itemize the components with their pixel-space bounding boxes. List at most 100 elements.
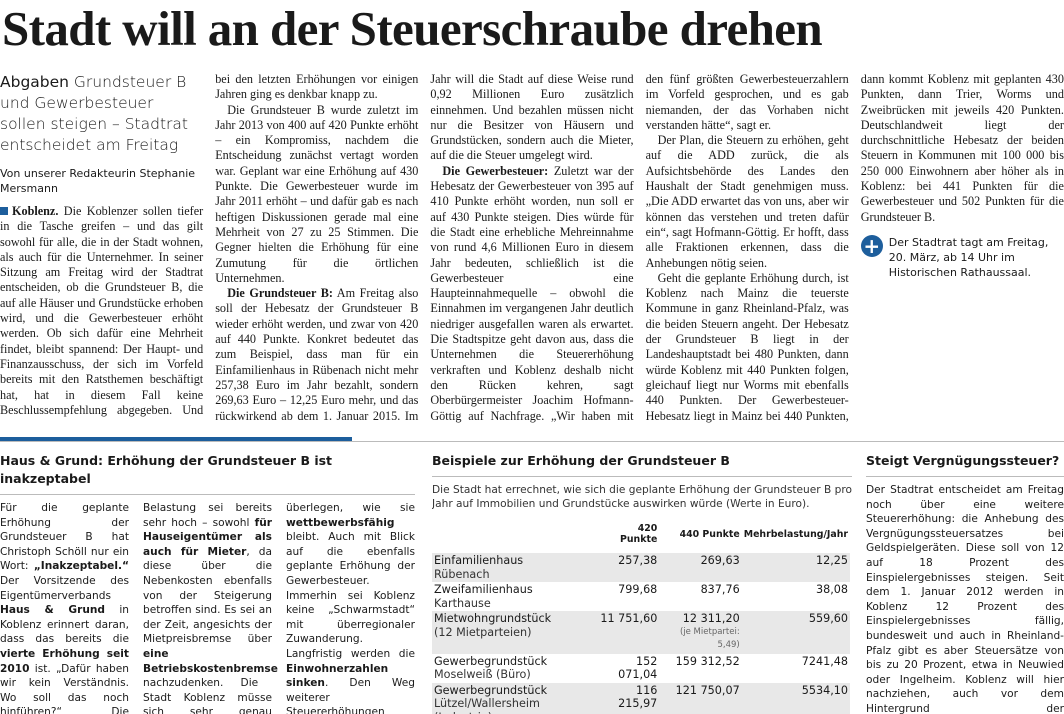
paragraph: Der Plan, die Steuern zu erhöhen, geht a… — [646, 133, 849, 271]
row-label: Einfamilienhaus — [434, 554, 524, 567]
text-run: Die Grundsteuer B wurde zuletzt im Jahr … — [215, 102, 419, 285]
bold-run: für Hauseigentümer als auch für Mieter — [143, 516, 272, 558]
row-label: Gewerbegrundstück — [434, 683, 548, 697]
cell-note: (je Mietpartei: 5,49) — [679, 626, 740, 651]
text-run: Der Vorsitzende des Eigentümerverbands — [0, 574, 129, 602]
sidebar-title: Haus & Grund: Erhöhung der Grundsteuer B… — [0, 452, 415, 495]
sidebar-body: Der Stadtrat entscheidet am Freitag noch… — [866, 483, 1064, 714]
paragraph: Die Grundsteuer B wurde zuletzt im Jahr … — [215, 103, 418, 287]
bold-run: wettbewerbsfähig — [286, 516, 395, 529]
cell-value: 12 311,20 — [682, 612, 740, 625]
text-run: Zuletzt war der Hebesatz der Gewerbesteu… — [430, 72, 849, 423]
text-run: ist. „Dafür haben wir kein Verständnis. … — [0, 502, 272, 714]
table-row: Zweifamilienhaus Karthause 799,68 837,76 38,… — [432, 582, 850, 611]
label-cell: Gewerbegrundstück Moselweiß (Büro) — [432, 654, 595, 683]
cell-value: 837,76 — [700, 583, 740, 596]
byline: Von unserer Redakteurin Stephanie Mersma… — [0, 167, 196, 195]
value-cell: 12 311,20 (je Mietpartei: 5,49) — [659, 611, 742, 654]
cell-value: 7241,48 — [801, 654, 848, 668]
row-sublabel: (12 Mietparteien) — [434, 625, 532, 639]
table: 420 Punkte 440 Punkte Mehrbelastung/Jahr Ei… — [432, 517, 850, 714]
value-cell: 837,76 — [659, 582, 741, 611]
table-row: Mietwohngrundstück (12 Mietparteien) 11 75… — [432, 611, 850, 654]
row-sublabel: Karthause — [434, 596, 491, 610]
value-cell: 121 750,07 — [659, 682, 742, 714]
paragraph: Geht die geplante Erhöhung durch, ist Ko… — [646, 72, 1064, 434]
cell-value: 121 750,07 — [675, 683, 740, 697]
row-sublabel: Moselweiß (Büro) — [434, 668, 531, 681]
cell-value: 12,25 — [815, 554, 848, 567]
table-intro: Die Stadt hat errechnet, wie sich die ge… — [432, 484, 852, 510]
info-box: + Der Stadtrat tagt am Freitag, 20. März,… — [860, 234, 1064, 280]
text-run: bleibt. Auch mit Blick auf die ebenfalls… — [286, 531, 415, 660]
cell-value: 269,63 — [700, 554, 740, 567]
row-label: Gewerbegrundstück — [434, 654, 548, 668]
text-run: Geht die geplante Erhöhung durch, ist Ko… — [645, 72, 1064, 423]
sidebar-body: Für die geplante Erhöhung der Grundsteue… — [0, 501, 415, 714]
subhead: Abgaben Grundsteuer B und Gewerbesteuer … — [0, 72, 203, 156]
paragraph: Die Grundsteuer B: Am Freitag also soll … — [215, 72, 633, 434]
cell-value: 159 312,52 — [675, 654, 740, 668]
row-sublabel: Lützel/Wallersheim (Industrie) — [434, 697, 540, 714]
paragraph: Der Stadtrat entscheidet am Freitag noch… — [866, 483, 1064, 714]
cell-value: 38,08 — [815, 583, 848, 596]
bold-run: „Inakzeptabel.“ — [33, 560, 129, 573]
bold-run: Haus & Grund — [0, 604, 105, 617]
cell-value: 257,38 — [618, 554, 658, 567]
sidebar-title: Steigt Vergnügungssteuer? — [866, 452, 1064, 477]
bold-run: Einwohnerzahlen sinken — [286, 662, 389, 690]
text-run: , da diese über die Nebenkosten ebenfall… — [143, 545, 272, 646]
sidebar-left: Haus & Grund: Erhöhung der Grundsteuer B… — [0, 452, 415, 714]
table-row: Einfamilienhaus Rübenach 257,38 269,63 12,25 — [432, 553, 850, 582]
cell-value: 559,60 — [808, 612, 848, 625]
value-cell: 7241,48 — [742, 654, 850, 683]
bold-run: vierte Erhöhung seit 2010 — [0, 647, 129, 675]
text-run: nachzudenken. Die Stadt Koblenz müsse si… — [143, 502, 415, 714]
value-cell: 269,63 — [659, 553, 742, 582]
headline: Stadt will an der Steuerschraube drehen — [2, 1, 823, 56]
text-run: Für die geplante Erhöhung der Grundsteue… — [0, 502, 129, 573]
text-run: Am Freitag also soll der Hebesatz der Gr… — [215, 72, 634, 423]
paragraph: Koblenz. Die Koblenzer sollen tiefer in … — [0, 72, 418, 434]
text-run: Der Plan, die Steuern zu erhöhen, geht a… — [645, 133, 849, 270]
value-cell: 116 215,97 — [595, 682, 660, 714]
accent-bar — [0, 437, 352, 441]
cell-value: 799,68 — [618, 583, 658, 596]
row-label: Zweifamilienhaus — [434, 583, 533, 596]
value-cell: 257,38 — [595, 553, 660, 582]
table-title: Beispiele zur Erhöhung der Grundsteuer B — [432, 452, 852, 477]
sidebar-right: Steigt Vergnügungssteuer? Der Stadtrat e… — [866, 452, 1064, 714]
paragraph: Für die geplante Erhöhung der Grundsteue… — [0, 501, 415, 714]
value-cell: 799,68 — [595, 582, 659, 611]
table-row: Gewerbegrundstück Moselweiß (Büro) 152 071… — [432, 654, 850, 683]
bold-run: Die Gewerbesteuer: — [442, 163, 549, 178]
value-cell: 12,25 — [741, 553, 850, 582]
value-cell: 152 071,04 — [595, 654, 659, 683]
marker — [0, 207, 8, 215]
table-box: Beispiele zur Erhöhung der Grundsteuer B… — [432, 452, 852, 714]
cell-value: 152 071,04 — [618, 654, 658, 682]
label-cell: Zweifamilienhaus Karthause — [432, 582, 595, 611]
row-label: Mietwohngrundstück — [434, 612, 552, 625]
header-cell: 440 Punkte — [679, 528, 740, 540]
table-body: Einfamilienhaus Rübenach 257,38 269,63 12,25… — [432, 553, 850, 714]
paragraph: Die Gewerbesteuer: Zuletzt war der Hebes… — [430, 72, 848, 434]
label-cell: Einfamilienhaus Rübenach — [432, 553, 596, 582]
value-cell: 159 312,52 — [659, 654, 741, 683]
text-run: in Koblenz erinnert daran, dass das bere… — [0, 604, 129, 646]
header-row: 420 Punkte 440 Punkte Mehrbelastung/Jahr — [432, 517, 850, 553]
text-run: Grundsteuer B und Gewerbesteuer sollen s… — [0, 73, 188, 154]
header-cell — [432, 517, 595, 553]
row-sublabel: Rübenach — [434, 567, 490, 581]
article: Abgaben Grundsteuer B und Gewerbesteuer … — [0, 72, 1064, 434]
header-cell: 420 Punkte — [620, 523, 658, 545]
article-body: Koblenz. Die Koblenzer sollen tiefer in … — [0, 72, 1064, 434]
info-text: Der Stadtrat tagt am Freitag, 20. März, … — [888, 235, 1049, 279]
value-cell: 11 751,60 — [595, 611, 660, 654]
value-cell: 38,08 — [742, 582, 850, 611]
cell-value: 5534,10 — [801, 683, 848, 697]
value-cell: 5534,10 — [741, 682, 850, 714]
